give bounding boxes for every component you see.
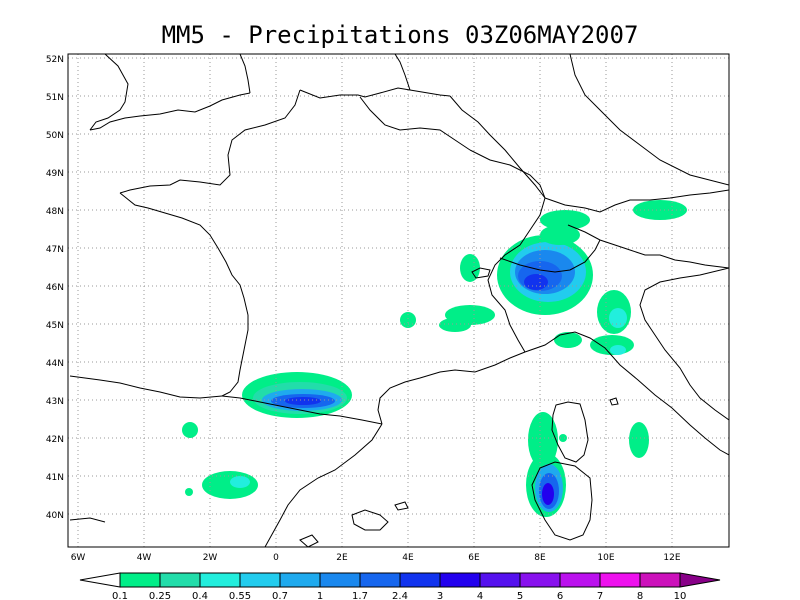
- latitude-labels: 52N 51N 50N 49N 48N 47N 46N 45N 44N 43N 42N 41N 40N: [46, 55, 64, 521]
- colorbar-swatch: [359, 572, 401, 588]
- lon-label: 0: [273, 553, 279, 563]
- colorbar-label: 7: [597, 591, 603, 600]
- lat-label: 41N: [46, 473, 64, 483]
- colorbar-swatch: [559, 572, 601, 588]
- coastlines: [69, 54, 729, 547]
- colorbar-label: 5: [517, 591, 523, 600]
- colorbar-label: 8: [637, 591, 643, 600]
- colorbar-under-arrow: [79, 572, 121, 588]
- lon-label: 10E: [597, 553, 614, 563]
- map-title: MM5 - Precipitations 03Z06MAY2007: [162, 21, 639, 49]
- colorbar-over-arrow: [679, 572, 721, 588]
- colorbar-swatch: [399, 572, 441, 588]
- colorbar-labels: 0.1 0.25 0.4 0.55 0.7 1 1.7 2.4 3 4 5 6 7 8 10: [112, 591, 686, 600]
- colorbar-label: 0.7: [272, 591, 288, 600]
- colorbar-swatch: [319, 572, 361, 588]
- lat-label: 48N: [46, 207, 64, 217]
- lon-label: 8E: [534, 553, 546, 563]
- colorbar-label: 2.4: [392, 591, 408, 600]
- colorbar-label: 10: [674, 591, 687, 600]
- colorbar-swatch: [439, 572, 481, 588]
- lon-label: 4E: [402, 553, 414, 563]
- lon-label: 6W: [71, 553, 86, 563]
- lat-label: 42N: [46, 435, 64, 445]
- colorbar-label: 4: [477, 591, 483, 600]
- colorbar-swatch: [639, 572, 681, 588]
- lat-label: 44N: [46, 359, 64, 369]
- colorbar-label: 0.4: [192, 591, 208, 600]
- colorbar-label: 1.7: [352, 591, 368, 600]
- colorbar-label: 0.25: [149, 591, 171, 600]
- longitude-labels: 6W 4W 2W 0 2E 4E 6E 8E 10E 12E: [71, 553, 681, 563]
- precipitation-field: [182, 200, 687, 517]
- lon-label: 2W: [203, 553, 218, 563]
- colorbar-swatch: [479, 572, 521, 588]
- colorbar-label: 0.1: [112, 591, 128, 600]
- lat-label: 50N: [46, 131, 64, 141]
- colorbar-swatch: [599, 572, 641, 588]
- graticule: [68, 54, 729, 547]
- colorbar-label: 6: [557, 591, 563, 600]
- colorbar-swatch: [519, 572, 561, 588]
- lat-label: 45N: [46, 321, 64, 331]
- colorbar-swatch: [279, 572, 321, 588]
- colorbar: [79, 572, 721, 588]
- colorbar-swatch: [199, 572, 241, 588]
- lon-label: 12E: [663, 553, 680, 563]
- lon-label: 2E: [336, 553, 348, 563]
- lat-label: 47N: [46, 245, 64, 255]
- lon-label: 6E: [468, 553, 480, 563]
- colorbar-label: 1: [317, 591, 323, 600]
- lon-label: 4W: [137, 553, 152, 563]
- colorbar-swatch: [119, 572, 161, 588]
- colorbar-swatch: [239, 572, 281, 588]
- lat-label: 52N: [46, 55, 64, 65]
- lat-label: 46N: [46, 283, 64, 293]
- colorbar-label: 3: [437, 591, 443, 600]
- lat-label: 49N: [46, 169, 64, 179]
- map-frame: [67, 53, 730, 548]
- lat-label: 40N: [46, 511, 64, 521]
- lat-label: 43N: [46, 397, 64, 407]
- lat-label: 51N: [46, 93, 64, 103]
- colorbar-label: 0.55: [229, 591, 251, 600]
- colorbar-swatch: [159, 572, 201, 588]
